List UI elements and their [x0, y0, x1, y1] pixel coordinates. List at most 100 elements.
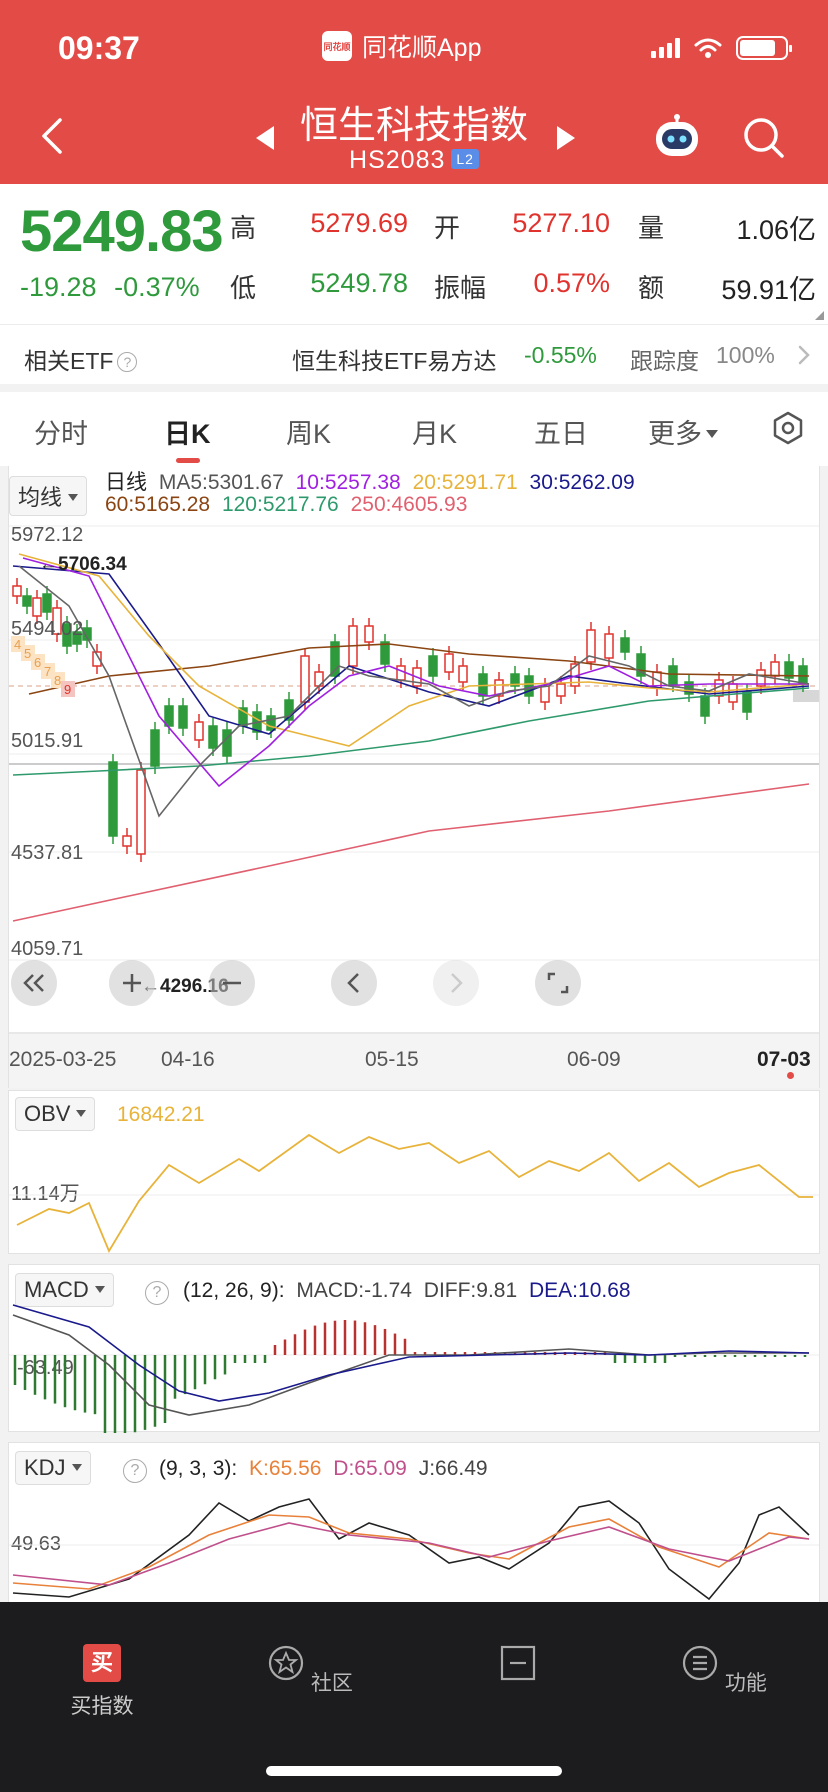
- candle-body: [798, 665, 808, 685]
- kline-type-label: 日线: [105, 471, 147, 494]
- candle-body: [668, 665, 678, 685]
- tab-more-label: 更多: [648, 419, 702, 449]
- etf-label-group: 相关ETF?: [24, 342, 138, 376]
- y-label-2: 5494.02: [11, 618, 84, 640]
- ma250-line: [12, 783, 810, 922]
- tab-buy-index[interactable]: 买 买指数: [42, 1644, 162, 1720]
- tab-intraday[interactable]: 分时: [34, 419, 88, 449]
- kdj-panel[interactable]: KDJ ? (9, 3, 3): K:65.56 D:65.09 J:66.49…: [8, 1442, 820, 1610]
- expand-corner-icon[interactable]: [815, 311, 824, 320]
- etf-label: 相关ETF: [24, 348, 114, 374]
- tab-weekly-k[interactable]: 周K: [286, 419, 332, 449]
- high-label: 高: [230, 213, 257, 243]
- y-label-4: 4537.81: [11, 842, 84, 864]
- tab-community[interactable]: 社区: [250, 1644, 370, 1697]
- zoom-in-button[interactable]: [109, 960, 155, 1006]
- candle-body: [524, 675, 534, 697]
- status-app-name: 同花顺App: [362, 34, 482, 62]
- minus-icon: [223, 981, 241, 985]
- obv-panel[interactable]: OBV 16842.21 11.14万: [8, 1090, 820, 1254]
- amount-value: 59.91亿: [721, 275, 816, 305]
- ma-selector[interactable]: 均线: [9, 476, 88, 516]
- macd-panel[interactable]: MACD ? (12, 26, 9): MACD:-1.74 DIFF:9.81…: [8, 1264, 820, 1433]
- caret-down-icon: [76, 1110, 87, 1117]
- caret-down-icon: [71, 1464, 82, 1471]
- ma250-label: 250:4605.93: [350, 493, 468, 516]
- fullscreen-button[interactable]: [535, 960, 581, 1006]
- open-value: 5277.10: [512, 208, 610, 238]
- candle-body: [586, 629, 596, 663]
- status-time: 09:37: [58, 30, 140, 66]
- search-icon[interactable]: [742, 116, 786, 160]
- help-icon[interactable]: ?: [145, 1281, 169, 1305]
- low-value: 5249.78: [310, 268, 408, 298]
- ma5-line: [18, 565, 810, 818]
- candle-body: [136, 769, 146, 855]
- tab-five-day[interactable]: 五日: [534, 419, 588, 449]
- kdj-selector[interactable]: KDJ: [15, 1451, 91, 1485]
- menu-icon: [682, 1645, 718, 1681]
- candle-body: [62, 623, 72, 647]
- minus-box-icon: [500, 1645, 536, 1681]
- plus-icon: [123, 974, 141, 992]
- tab-functions[interactable]: 功能: [664, 1644, 784, 1697]
- tab-buy-index-label: 买指数: [70, 1695, 134, 1718]
- double-chevron-left-icon: [23, 974, 44, 992]
- caret-down-icon: [706, 430, 718, 438]
- tab-collapse[interactable]: [458, 1644, 578, 1696]
- obv-y-label: 11.14万: [11, 1183, 80, 1205]
- scroll-right-button[interactable]: [433, 960, 479, 1006]
- chevron-left-icon: [347, 973, 359, 993]
- signal-icon: [651, 38, 680, 58]
- candle-body: [52, 607, 62, 635]
- candle-body: [742, 691, 752, 713]
- help-icon[interactable]: ?: [117, 352, 138, 372]
- date-axis: 2025-03-25 04-16 05-15 06-09 07-03: [9, 1032, 819, 1088]
- kdj-j: J:66.49: [418, 1457, 488, 1480]
- community-icon: [268, 1645, 304, 1681]
- candle-body: [178, 705, 188, 729]
- bottom-tab-bar: 买 买指数 社区 功能: [0, 1602, 828, 1792]
- scroll-left-button[interactable]: [331, 960, 377, 1006]
- candle-body: [380, 641, 390, 665]
- td-count-box: [61, 681, 75, 697]
- level2-badge[interactable]: L2: [451, 149, 479, 169]
- candle-body: [556, 683, 566, 697]
- home-indicator[interactable]: [266, 1766, 562, 1776]
- back-button[interactable]: [38, 116, 68, 156]
- candle-body: [770, 661, 780, 677]
- tab-more[interactable]: 更多: [648, 412, 718, 451]
- candle-body: [150, 729, 160, 767]
- candle-body: [164, 705, 174, 727]
- next-index-button[interactable]: [553, 124, 579, 152]
- help-icon[interactable]: ?: [123, 1459, 147, 1483]
- chevron-right-icon: [451, 973, 463, 993]
- kline-panel[interactable]: 均线 日线 MA5:5301.67 10:5257.38 20:5291.71 …: [8, 466, 820, 1088]
- candle-body: [284, 699, 294, 721]
- candle-body: [604, 633, 614, 659]
- tab-monthly-k[interactable]: 月K: [412, 419, 458, 449]
- obv-selector[interactable]: OBV: [15, 1097, 96, 1131]
- current-price-marker: [793, 690, 819, 702]
- rewind-button[interactable]: [11, 960, 57, 1006]
- settings-hexagon-icon[interactable]: [770, 410, 806, 446]
- change-value: -19.28: [20, 272, 97, 302]
- today-dot: [787, 1072, 794, 1079]
- chevron-right-icon[interactable]: [798, 345, 810, 365]
- prev-index-button[interactable]: [252, 124, 278, 152]
- macd-selector[interactable]: MACD: [15, 1273, 114, 1307]
- tab-daily-k[interactable]: 日K: [164, 419, 211, 449]
- related-etf-bar[interactable]: 相关ETF? 恒生科技ETF易方达 -0.55% 跟踪度 100%: [0, 324, 828, 384]
- etf-name[interactable]: 恒生科技ETF易方达: [292, 348, 497, 374]
- current-price: 5249.83: [20, 199, 224, 264]
- zoom-out-button[interactable]: [209, 960, 255, 1006]
- header: 09:37 同花顺 同花顺App 恒生科技指数 HS2083 L2: [0, 0, 828, 184]
- td-count-number: 4: [14, 637, 21, 652]
- candle-body: [784, 661, 794, 679]
- fullscreen-icon: [547, 972, 569, 994]
- robot-assistant-icon[interactable]: [652, 114, 702, 160]
- kdj-params: (9, 3, 3):: [159, 1457, 238, 1480]
- candle-body: [82, 627, 92, 641]
- macd-legend: (12, 26, 9): MACD:-1.74 DIFF:9.81 DEA:10…: [183, 1279, 631, 1303]
